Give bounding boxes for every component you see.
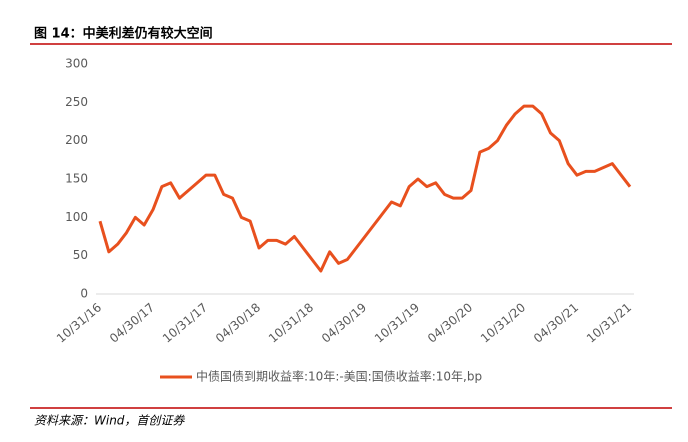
- x-tick-label: 04/30/19: [319, 300, 369, 345]
- y-tick-label: 150: [65, 172, 88, 186]
- x-tick-label: 10/31/16: [54, 300, 104, 345]
- x-tick-label: 10/31/19: [372, 300, 422, 345]
- x-tick-label: 04/30/20: [425, 300, 475, 345]
- y-tick-label: 250: [65, 95, 88, 109]
- y-tick-label: 0: [80, 287, 88, 301]
- data-line: [98, 104, 632, 273]
- x-tick-label: 04/30/18: [213, 300, 263, 345]
- x-tick-label: 04/30/21: [531, 300, 581, 345]
- chart-title: 图 14：中美利差仍有较大空间: [34, 26, 213, 42]
- y-tick-label: 100: [65, 210, 88, 224]
- x-tick-label: 10/31/18: [266, 300, 316, 345]
- y-tick-label: 200: [65, 133, 88, 147]
- source: 资料来源：Wind，首创证券: [34, 414, 185, 428]
- x-tick-label: 10/31/21: [584, 300, 634, 345]
- legend-label: 中债国债到期收益率:10年:-美国:国债收益率:10年,bp: [196, 369, 482, 384]
- y-tick-label: 300: [65, 57, 88, 71]
- x-tick-label: 10/31/20: [478, 300, 528, 345]
- x-tick-label: 04/30/17: [107, 300, 157, 345]
- x-tick-label: 10/31/17: [160, 300, 210, 345]
- y-tick-label: 50: [73, 248, 88, 262]
